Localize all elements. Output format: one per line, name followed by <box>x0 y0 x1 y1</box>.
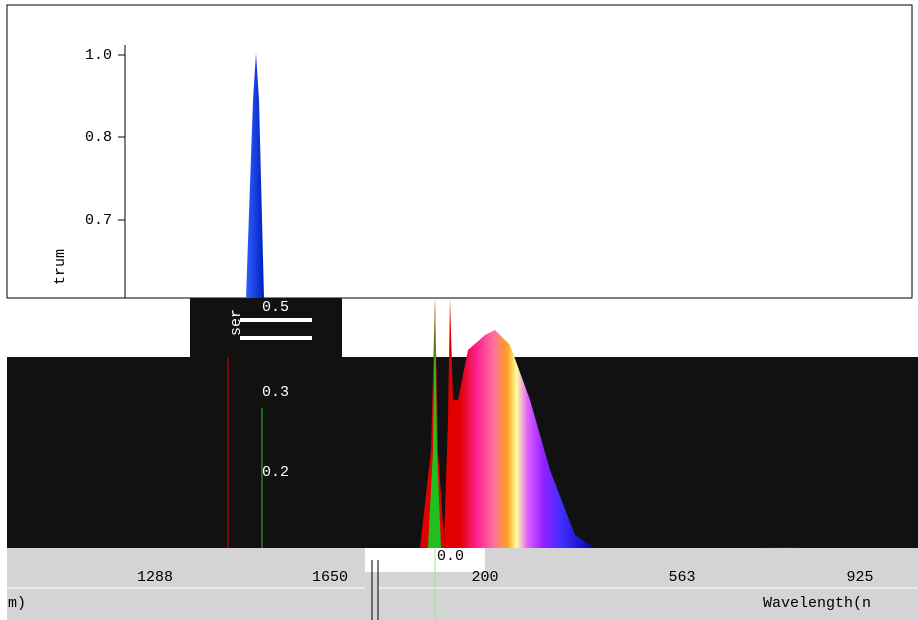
x-tick-label: 1650 <box>312 569 348 586</box>
y-tick-label: 1.0 <box>85 47 112 64</box>
x-axis-label: Wavelength(n <box>763 595 871 612</box>
spectrum <box>420 298 595 548</box>
spectrum-peak <box>246 53 264 298</box>
x-tick-label: 925 <box>846 569 873 586</box>
y-tick-label: 0.5 <box>262 299 289 316</box>
stripe <box>240 336 312 340</box>
glitch <box>365 548 485 572</box>
top-panel <box>6 4 913 299</box>
y-tick-label: 0.8 <box>85 129 112 146</box>
y-tick-label: 0.3 <box>262 384 289 401</box>
overlay-block <box>190 298 342 358</box>
spectrum-line <box>428 298 441 548</box>
stripe <box>240 318 312 322</box>
y-axis-label: trum <box>52 249 69 285</box>
x-tick-label: 1288 <box>137 569 173 586</box>
y-tick-label: 0.2 <box>262 464 289 481</box>
x-axis-label: m) <box>8 595 26 612</box>
x-tick-label: 563 <box>668 569 695 586</box>
y-tick-label: 0.0 <box>437 548 464 565</box>
y-axis-label: ser <box>228 309 245 336</box>
x-tick-label: 200 <box>471 569 498 586</box>
y-tick-label: 0.7 <box>85 212 112 229</box>
